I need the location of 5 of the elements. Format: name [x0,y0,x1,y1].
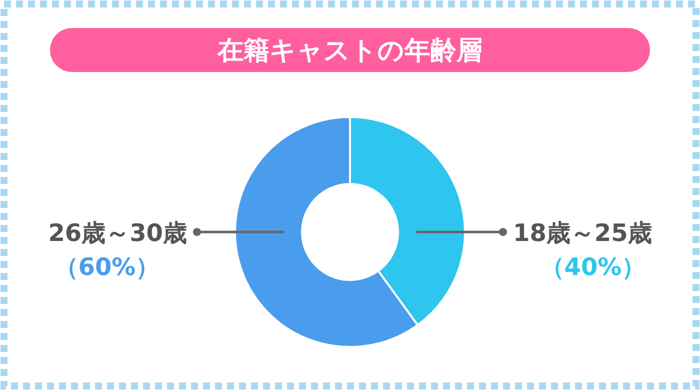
slice-label: 18歳～25歳 [513,219,652,247]
data-label: （40%） [540,253,646,281]
chart-title: 在籍キャストの年齢層 [216,36,482,66]
data-label: （60%） [54,253,160,281]
slice-label: 26歳～30歳 [48,219,187,247]
